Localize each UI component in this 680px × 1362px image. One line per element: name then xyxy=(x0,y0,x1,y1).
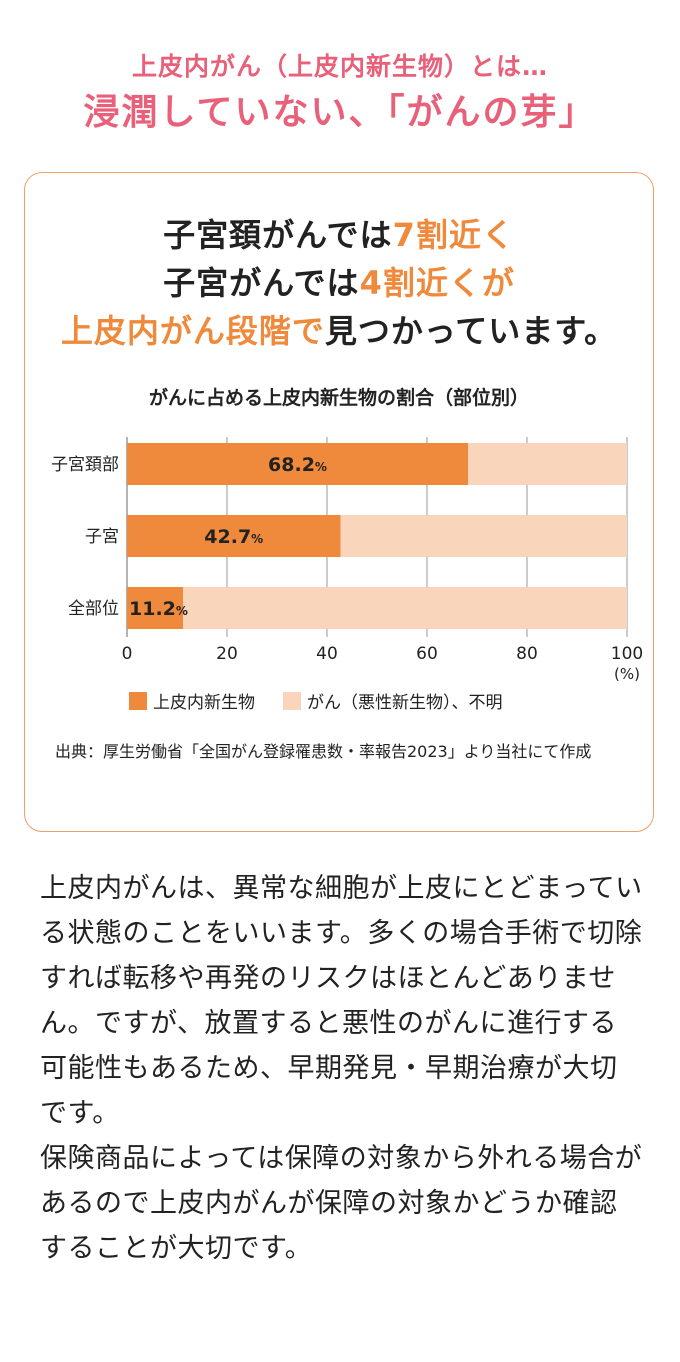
tick-label-80: 80 xyxy=(516,644,538,664)
data-label-3: 11.2% xyxy=(129,598,188,620)
data-label-2: 42.7% xyxy=(204,526,263,548)
lead-line-2-part-1: 子宮がんでは xyxy=(163,264,360,302)
legend-item-cancer: がん（悪性新生物）、不明 xyxy=(283,688,503,713)
bar-cancer-3 xyxy=(183,587,627,629)
tick-label-60: 60 xyxy=(416,644,438,664)
bar-epithelial-2 xyxy=(127,515,341,557)
legend-label-cancer: がん（悪性新生物）、不明 xyxy=(307,693,503,713)
bar-epithelial-3 xyxy=(127,587,183,629)
legend-swatch-epithelial xyxy=(129,691,147,710)
lead-line-3-part-2: 見つかっています。 xyxy=(324,312,618,350)
bar-cancer-2 xyxy=(340,515,627,557)
tick-label-0: 0 xyxy=(122,644,133,664)
chart-legend: 上皮内新生物 がん（悪性新生物）、不明 xyxy=(129,688,531,713)
lead-line-3-highlight: 上皮内がん段階で xyxy=(60,312,325,350)
axis-unit-label: (%) xyxy=(614,665,640,683)
bar-epithelial-1 xyxy=(127,443,468,485)
lead-text: 子宮頚がんでは7割近く 子宮がんでは4割近くが 上皮内がん段階で見つかっています… xyxy=(25,211,653,355)
lead-line-1: 子宮頚がんでは7割近く xyxy=(25,211,653,259)
category-label-1: 子宮頚部 xyxy=(51,455,119,475)
lead-line-2: 子宮がんでは4割近くが xyxy=(25,259,653,307)
bar-chart: 子宮頚部 68.2% 子宮 42.7% 全部位 11.2% 0 20 40 60 80 100(%) xyxy=(51,437,643,683)
tick-label-100: 100 xyxy=(611,644,643,664)
legend-label-epithelial: 上皮内新生物 xyxy=(153,693,255,713)
body-text: 上皮内がんは、異常な細胞が上皮にとどまっている状態のことをいいます。多くの場合手… xyxy=(40,866,644,1271)
legend-item-epithelial: 上皮内新生物 xyxy=(129,688,255,713)
body-paragraph-2: 保険商品によっては保障の対象から外れる場合があるので上皮内がんが保障の対象かどう… xyxy=(40,1143,643,1264)
category-label-3: 全部位 xyxy=(68,599,119,619)
info-card: 子宮頚がんでは7割近く 子宮がんでは4割近くが 上皮内がん段階で見つかっています… xyxy=(24,172,654,832)
lead-line-2-highlight: 4割近くが xyxy=(359,264,515,302)
data-label-1: 68.2% xyxy=(268,454,327,476)
tick-label-40: 40 xyxy=(316,644,338,664)
source-note: 出典：厚生労働省「全国がん登録罹患数・率報告2023」より当社にて作成 xyxy=(55,742,592,761)
body-paragraph-1: 上皮内がんは、異常な細胞が上皮にとどまっている状態のことをいいます。多くの場合手… xyxy=(40,873,643,1129)
legend-swatch-cancer xyxy=(283,691,301,710)
page-subtitle: 上皮内がん（上皮内新生物）とは… xyxy=(131,52,548,81)
lead-line-1-highlight: 7割近く xyxy=(392,216,515,254)
bar-cancer-1 xyxy=(468,443,627,485)
tick-label-20: 20 xyxy=(216,644,238,664)
category-label-2: 子宮 xyxy=(85,527,119,547)
lead-line-1-part-1: 子宮頚がんでは xyxy=(163,216,393,254)
page-title: 浸潤していない、「がんの芽」 xyxy=(83,92,597,133)
page-header: 上皮内がん（上皮内新生物）とは… 浸潤していない、「がんの芽」 xyxy=(0,50,680,140)
lead-line-3: 上皮内がん段階で見つかっています。 xyxy=(25,307,653,355)
chart-title: がんに占める上皮内新生物の割合（部位別） xyxy=(148,387,529,409)
